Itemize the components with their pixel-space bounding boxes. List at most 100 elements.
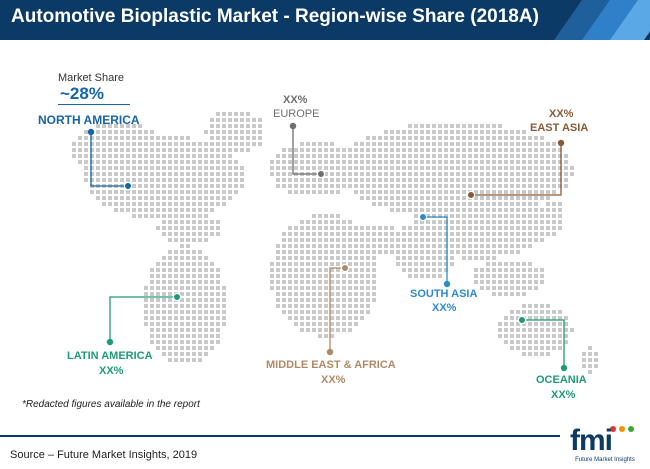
map-dot bbox=[456, 208, 460, 212]
map-dot bbox=[360, 184, 364, 188]
map-dot bbox=[120, 160, 124, 164]
map-dot bbox=[462, 184, 466, 188]
map-dot bbox=[432, 178, 436, 182]
map-dot bbox=[192, 196, 196, 200]
map-dot bbox=[522, 148, 526, 152]
map-dot bbox=[204, 232, 208, 236]
map-dot bbox=[300, 142, 304, 146]
map-dot bbox=[360, 310, 364, 314]
map-dot bbox=[498, 214, 502, 218]
map-dot bbox=[366, 310, 370, 314]
map-dot bbox=[180, 202, 184, 206]
map-dot bbox=[288, 280, 292, 284]
map-dot bbox=[168, 346, 172, 350]
map-dot bbox=[498, 136, 502, 140]
map-dot bbox=[546, 340, 550, 344]
map-dot bbox=[114, 154, 118, 158]
map-dot bbox=[522, 136, 526, 140]
map-dot bbox=[522, 352, 526, 356]
map-dot bbox=[462, 124, 466, 128]
map-dot bbox=[492, 262, 496, 266]
map-dot bbox=[234, 130, 238, 134]
map-dot bbox=[174, 178, 178, 182]
map-dot bbox=[534, 190, 538, 194]
map-dot bbox=[372, 226, 376, 230]
map-dot bbox=[306, 256, 310, 260]
map-dot bbox=[372, 160, 376, 164]
map-dot bbox=[300, 148, 304, 152]
map-dot bbox=[330, 148, 334, 152]
map-dot bbox=[492, 256, 496, 260]
map-dot bbox=[378, 172, 382, 176]
fmi-logo: fmi Future Market Insights bbox=[568, 426, 642, 466]
map-dot bbox=[354, 172, 358, 176]
map-dot bbox=[480, 166, 484, 170]
map-dot bbox=[348, 166, 352, 170]
map-dot bbox=[138, 148, 142, 152]
map-dot bbox=[348, 238, 352, 242]
map-dot bbox=[396, 154, 400, 158]
map-dot bbox=[462, 178, 466, 182]
map-dot bbox=[522, 334, 526, 338]
map-dot bbox=[546, 346, 550, 350]
map-dot bbox=[480, 244, 484, 248]
map-dot bbox=[180, 238, 184, 242]
map-dot bbox=[372, 178, 376, 182]
map-dot bbox=[480, 130, 484, 134]
map-dot bbox=[564, 340, 568, 344]
map-dot bbox=[162, 322, 166, 326]
map-dot bbox=[192, 280, 196, 284]
map-dot bbox=[396, 196, 400, 200]
map-dot bbox=[492, 196, 496, 200]
map-dot bbox=[174, 262, 178, 266]
map-dot bbox=[114, 130, 118, 134]
map-dot bbox=[354, 148, 358, 152]
map-dot bbox=[138, 160, 142, 164]
map-dot bbox=[402, 262, 406, 266]
map-dot bbox=[306, 262, 310, 266]
map-dot bbox=[228, 130, 232, 134]
map-dot bbox=[330, 292, 334, 296]
map-dot bbox=[462, 256, 466, 260]
map-dot bbox=[336, 280, 340, 284]
map-dot bbox=[492, 220, 496, 224]
map-dot bbox=[180, 328, 184, 332]
map-dot bbox=[210, 190, 214, 194]
map-dot bbox=[360, 268, 364, 272]
map-dot bbox=[132, 184, 136, 188]
map-dot bbox=[498, 124, 502, 128]
map-dot bbox=[288, 166, 292, 170]
map-dot bbox=[312, 166, 316, 170]
map-dot bbox=[156, 274, 160, 278]
map-dot bbox=[354, 310, 358, 314]
map-dot bbox=[336, 232, 340, 236]
map-dot bbox=[150, 214, 154, 218]
map-dot bbox=[96, 160, 100, 164]
map-dot bbox=[528, 136, 532, 140]
map-dot bbox=[516, 220, 520, 224]
map-dot bbox=[510, 250, 514, 254]
map-dot bbox=[480, 136, 484, 140]
map-dot bbox=[420, 238, 424, 242]
map-dot bbox=[456, 130, 460, 134]
map-dot bbox=[504, 190, 508, 194]
map-dot bbox=[408, 148, 412, 152]
map-dot bbox=[498, 166, 502, 170]
map-dot bbox=[384, 250, 388, 254]
map-dot bbox=[510, 274, 514, 278]
map-dot bbox=[510, 214, 514, 218]
map-dot bbox=[174, 304, 178, 308]
map-dot bbox=[474, 136, 478, 140]
map-dot bbox=[516, 346, 520, 350]
map-dot bbox=[498, 286, 502, 290]
map-dot bbox=[372, 190, 376, 194]
map-dot bbox=[414, 160, 418, 164]
map-dot bbox=[336, 292, 340, 296]
map-dot bbox=[522, 346, 526, 350]
map-dot bbox=[222, 112, 226, 116]
map-dot bbox=[420, 160, 424, 164]
map-dot bbox=[480, 250, 484, 254]
map-dot bbox=[198, 154, 202, 158]
map-dot bbox=[348, 172, 352, 176]
map-dot bbox=[486, 202, 490, 206]
